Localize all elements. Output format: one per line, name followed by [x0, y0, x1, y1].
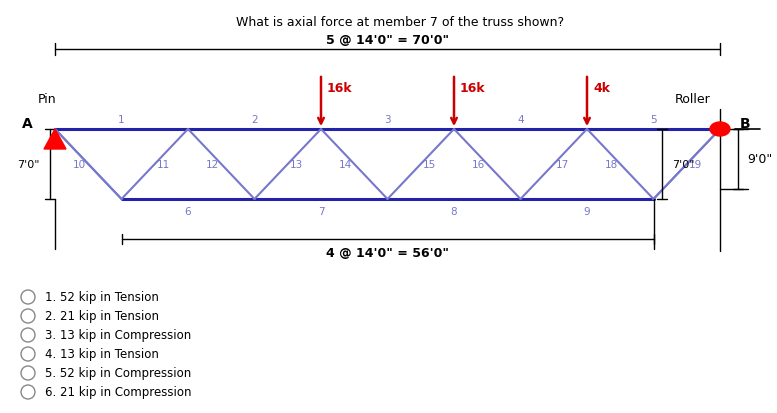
Text: 5. 52 kip in Compression: 5. 52 kip in Compression	[45, 367, 191, 380]
Text: 3: 3	[384, 115, 391, 125]
Text: What is axial force at member 7 of the truss shown?: What is axial force at member 7 of the t…	[236, 16, 564, 29]
Text: 4: 4	[517, 115, 524, 125]
Text: 16k: 16k	[460, 82, 486, 95]
Ellipse shape	[710, 123, 730, 137]
Text: 4k: 4k	[593, 82, 610, 95]
Text: 3. 13 kip in Compression: 3. 13 kip in Compression	[45, 329, 191, 342]
Text: 18: 18	[605, 159, 618, 170]
Text: 14: 14	[339, 159, 352, 170]
Text: 5: 5	[650, 115, 657, 125]
Text: 16: 16	[472, 159, 485, 170]
Text: 19: 19	[689, 159, 702, 170]
Text: Roller: Roller	[674, 93, 710, 106]
Text: 1: 1	[118, 115, 125, 125]
Text: 1. 52 kip in Tension: 1. 52 kip in Tension	[45, 291, 159, 304]
Text: 2: 2	[251, 115, 258, 125]
Text: 2. 21 kip in Tension: 2. 21 kip in Tension	[45, 310, 159, 323]
Text: 15: 15	[423, 159, 437, 170]
Text: 7'0": 7'0"	[17, 159, 40, 170]
Text: 9'0": 9'0"	[747, 153, 772, 166]
Text: 5 @ 14'0" = 70'0": 5 @ 14'0" = 70'0"	[326, 34, 449, 47]
Text: 7'0": 7'0"	[672, 159, 695, 170]
Text: 12: 12	[206, 159, 219, 170]
Text: 10: 10	[73, 159, 85, 170]
Text: 9: 9	[584, 206, 591, 216]
Polygon shape	[44, 130, 66, 150]
Text: 16k: 16k	[327, 82, 353, 95]
Text: 6: 6	[185, 206, 191, 216]
Text: 8: 8	[451, 206, 458, 216]
Text: 6. 21 kip in Compression: 6. 21 kip in Compression	[45, 386, 191, 399]
Text: 17: 17	[556, 159, 570, 170]
Text: 7: 7	[318, 206, 324, 216]
Text: Pin: Pin	[38, 93, 57, 106]
Text: 11: 11	[157, 159, 170, 170]
Text: A: A	[23, 117, 33, 131]
Text: B: B	[740, 117, 751, 131]
Text: 4. 13 kip in Tension: 4. 13 kip in Tension	[45, 348, 159, 361]
Text: 4 @ 14'0" = 56'0": 4 @ 14'0" = 56'0"	[326, 247, 449, 260]
Text: 13: 13	[290, 159, 303, 170]
